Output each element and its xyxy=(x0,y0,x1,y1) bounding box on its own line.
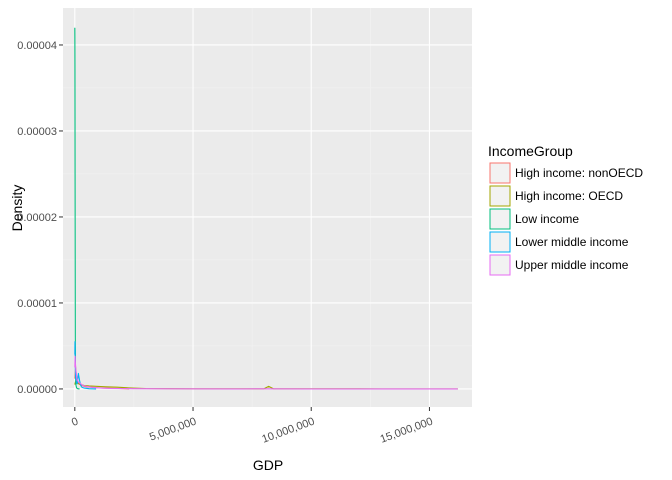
density-line-high-income-oecd xyxy=(74,379,458,390)
x-tick-label: 0 xyxy=(70,416,80,429)
y-tick-label: 0.00003 xyxy=(17,126,57,138)
legend-key xyxy=(489,185,511,207)
legend-key xyxy=(489,208,511,230)
legend-label: High income: OECD xyxy=(515,189,623,203)
density-line-upper-middle-income xyxy=(74,355,458,390)
y-axis: 0.00000 0.00001 0.00002 0.00003 0.00004 xyxy=(17,40,63,396)
legend-key xyxy=(489,231,511,253)
y-tick-label: 0.00001 xyxy=(17,298,57,310)
legend-key xyxy=(489,162,511,184)
series-layer xyxy=(74,27,458,390)
legend-title: IncomeGroup xyxy=(488,143,573,159)
plot-panel xyxy=(63,8,472,407)
legend-label: High income: nonOECD xyxy=(515,166,643,180)
y-tick-label: 0.00000 xyxy=(17,384,57,396)
legend-key xyxy=(489,254,511,276)
y-tick-label: 0.00002 xyxy=(17,212,57,224)
legend-label: Lower middle income xyxy=(515,235,629,249)
y-tick-label: 0.00004 xyxy=(17,40,57,52)
legend: IncomeGroup High income: nonOECD High inc… xyxy=(488,143,643,276)
legend-label: Upper middle income xyxy=(515,258,629,272)
y-axis-title: Density xyxy=(9,185,25,232)
x-axis-title: GDP xyxy=(253,457,283,473)
legend-label: Low income xyxy=(515,212,579,226)
